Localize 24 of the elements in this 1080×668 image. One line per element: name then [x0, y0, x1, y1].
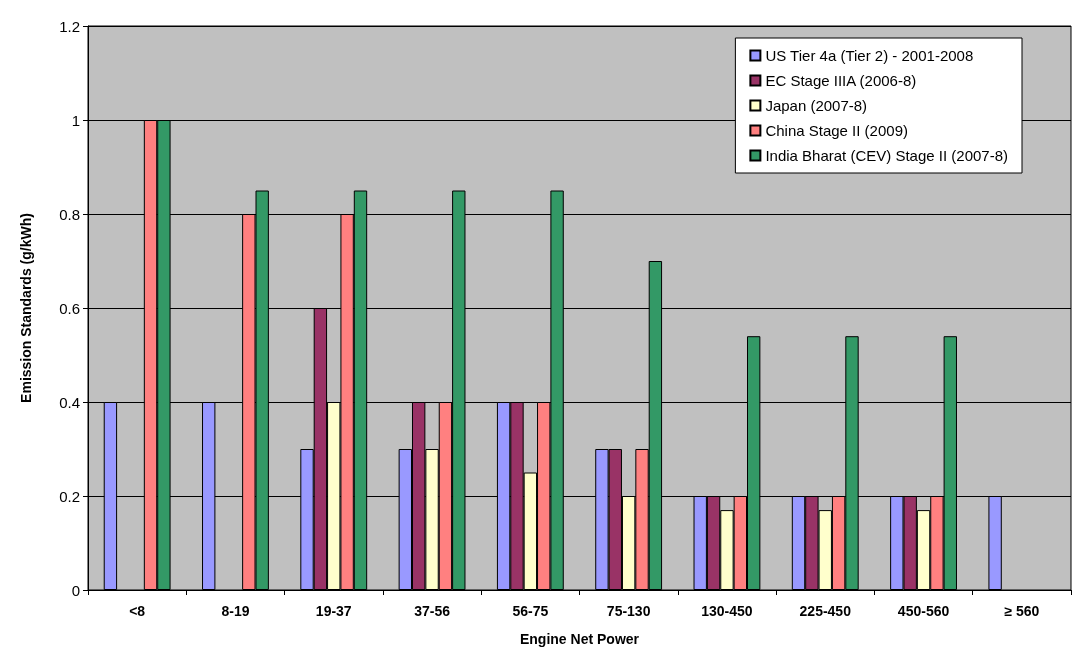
y-tick-label: 0 — [71, 581, 80, 599]
y-axis-title: Emission Standards (g/kWh) — [18, 213, 34, 403]
x-tick-label: 37-56 — [414, 603, 451, 619]
x-axis-title: Engine Net Power — [519, 631, 640, 647]
x-tick-label: <8 — [129, 603, 146, 619]
x-tick-label: 225-450 — [799, 603, 852, 619]
x-tick-label: 130-450 — [701, 603, 753, 619]
legend-label: India Bharat (CEV) Stage II (2007-8) — [765, 147, 1008, 164]
x-tick-label: ≥ 560 — [1004, 603, 1040, 619]
x-tick-label: 75-130 — [606, 603, 651, 619]
y-tick-label: 1 — [71, 111, 80, 129]
y-tick-label: 0.6 — [59, 299, 80, 317]
legend-label: Japan (2007-8) — [765, 97, 868, 114]
y-tick-label: 1.2 — [59, 17, 80, 35]
legend-label: US Tier 4a (Tier 2) - 2001-2008 — [765, 47, 974, 64]
x-tick-label: 8-19 — [221, 603, 250, 619]
y-tick-label: 0.2 — [59, 487, 80, 505]
y-tick-label: 0.4 — [59, 393, 80, 411]
x-tick-label: 19-37 — [315, 603, 352, 619]
x-tick-label: 56-75 — [512, 603, 549, 619]
legend-label: China Stage II (2009) — [765, 122, 908, 139]
legend-label: EC Stage IIIA (2006-8) — [765, 72, 917, 89]
x-tick-label: 450-560 — [897, 603, 950, 619]
y-tick-label: 0.8 — [59, 205, 80, 223]
